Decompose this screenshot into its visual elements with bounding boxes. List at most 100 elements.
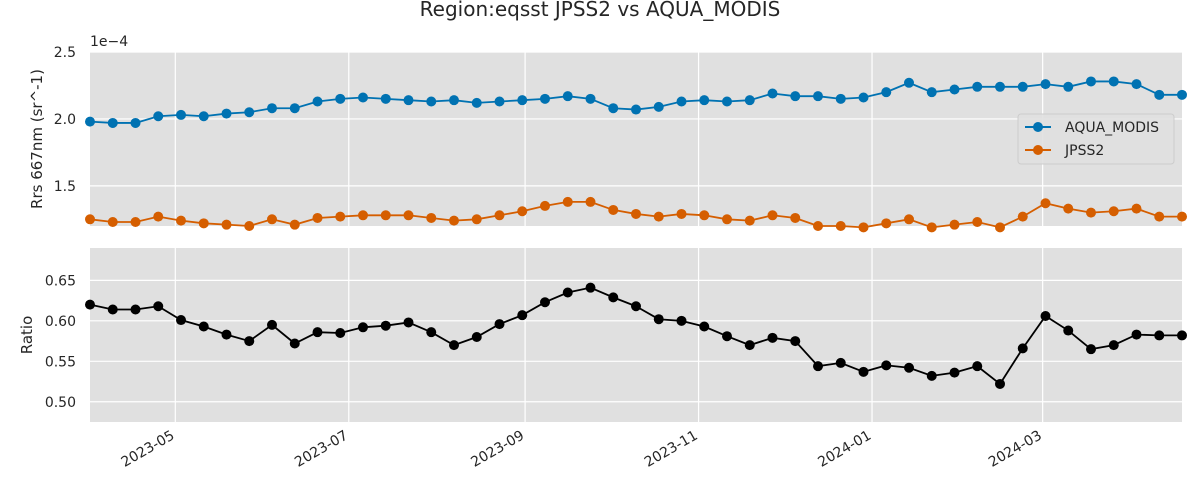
data-point-aqua-modis	[813, 91, 823, 102]
data-point-aqua-modis	[1017, 81, 1028, 92]
data-point-ratio	[221, 329, 232, 340]
data-point-aqua-modis	[289, 103, 300, 114]
data-point-jpss2	[1177, 211, 1187, 222]
data-point-ratio	[85, 299, 95, 310]
data-point-jpss2	[972, 216, 983, 227]
data-point-ratio	[494, 319, 505, 330]
top-grid	[90, 51, 1182, 226]
data-point-aqua-modis	[676, 96, 687, 107]
top-y-ticks: 1.5 2.0 2.5	[54, 45, 76, 195]
y-tick-label: 0.65	[45, 273, 76, 289]
data-point-aqua-modis	[858, 92, 869, 103]
data-point-jpss2	[1108, 206, 1119, 217]
data-point-ratio	[358, 322, 368, 333]
data-point-aqua-modis	[267, 103, 277, 114]
data-point-aqua-modis	[904, 77, 914, 88]
data-point-ratio	[1040, 310, 1051, 321]
data-point-ratio	[471, 332, 482, 343]
data-point-ratio	[540, 297, 550, 308]
y-tick-label: 1.5	[54, 179, 76, 195]
bottom-series	[85, 282, 1187, 389]
data-point-ratio	[244, 336, 255, 347]
data-point-jpss2	[312, 212, 323, 223]
data-point-aqua-modis	[722, 96, 732, 107]
y-tick-label: 0.55	[45, 354, 76, 370]
data-point-jpss2	[881, 218, 892, 229]
data-point-aqua-modis	[835, 93, 846, 104]
data-point-jpss2	[403, 210, 414, 221]
data-point-ratio	[1177, 330, 1187, 341]
data-point-jpss2	[904, 214, 914, 225]
chart-title: Region:eqsst JPSS2 vs AQUA_MODIS	[420, 0, 781, 21]
legend-marker-jpss2	[1033, 145, 1043, 155]
data-point-ratio	[676, 315, 687, 326]
data-point-jpss2	[631, 208, 641, 219]
data-point-ratio	[198, 321, 209, 332]
data-point-jpss2	[608, 204, 619, 215]
data-point-aqua-modis	[653, 101, 664, 112]
data-point-aqua-modis	[85, 116, 95, 127]
data-point-ratio	[449, 340, 459, 351]
data-point-ratio	[608, 292, 619, 303]
data-point-jpss2	[335, 211, 346, 222]
y-tick-label: 2.0	[54, 112, 76, 128]
data-point-aqua-modis	[1040, 79, 1051, 90]
data-point-jpss2	[449, 215, 459, 226]
data-point-jpss2	[744, 215, 755, 226]
legend-marker-aqua-modis	[1033, 122, 1043, 132]
data-point-aqua-modis	[153, 111, 164, 122]
x-tick-label: 2024-01	[815, 428, 874, 471]
data-point-aqua-modis	[358, 92, 368, 103]
data-point-jpss2	[1154, 211, 1165, 222]
top-panel: 1.5 2.0 2.5 1e−4 Rrs 667nm (sr^-1) AQUA_MO…	[28, 34, 1187, 233]
data-point-jpss2	[676, 208, 687, 219]
data-point-aqua-modis	[312, 96, 323, 107]
top-plot-area	[90, 52, 1182, 226]
data-point-aqua-modis	[699, 95, 710, 106]
data-point-ratio	[858, 366, 869, 377]
data-point-ratio	[1108, 340, 1119, 351]
data-point-ratio	[972, 361, 983, 372]
x-tick-label: 2024-03	[986, 428, 1045, 471]
legend: AQUA_MODIS JPSS2	[1017, 113, 1175, 165]
data-point-ratio	[949, 367, 960, 378]
data-point-jpss2	[1131, 203, 1142, 214]
bottom-y-axis-label: Ratio	[18, 316, 36, 355]
bottom-panel: 0.50 0.55 0.60 0.65 Ratio	[18, 248, 1187, 422]
data-point-jpss2	[358, 210, 368, 221]
data-point-ratio	[926, 370, 937, 381]
data-point-ratio	[312, 327, 323, 338]
data-point-aqua-modis	[1063, 81, 1074, 92]
data-point-aqua-modis	[403, 95, 414, 106]
y-tick-label: 2.5	[54, 45, 76, 61]
data-point-ratio	[904, 362, 914, 373]
data-point-aqua-modis	[494, 96, 505, 107]
data-point-jpss2	[130, 216, 141, 227]
data-point-aqua-modis	[221, 108, 232, 119]
data-point-ratio	[153, 301, 164, 312]
x-tick-label: 2023-05	[119, 428, 178, 471]
legend-label-jpss2: JPSS2	[1064, 143, 1104, 159]
data-point-jpss2	[835, 221, 846, 231]
data-point-aqua-modis	[1108, 76, 1119, 87]
data-point-ratio	[653, 314, 664, 325]
data-point-jpss2	[494, 210, 505, 221]
top-offset-text: 1e−4	[90, 34, 128, 50]
data-point-jpss2	[176, 215, 186, 226]
data-point-ratio	[995, 378, 1005, 389]
data-point-jpss2	[540, 200, 550, 211]
data-point-aqua-modis	[995, 81, 1005, 92]
data-point-jpss2	[153, 211, 164, 222]
data-point-aqua-modis	[1154, 89, 1165, 100]
data-point-ratio	[881, 360, 892, 371]
bottom-plot-area	[90, 248, 1182, 422]
data-point-ratio	[722, 331, 732, 342]
data-point-jpss2	[426, 212, 437, 223]
data-point-aqua-modis	[767, 88, 778, 99]
data-point-aqua-modis	[631, 104, 641, 115]
data-point-aqua-modis	[517, 95, 528, 106]
data-point-ratio	[767, 332, 778, 343]
data-point-aqua-modis	[426, 96, 437, 107]
data-point-ratio	[335, 327, 346, 338]
